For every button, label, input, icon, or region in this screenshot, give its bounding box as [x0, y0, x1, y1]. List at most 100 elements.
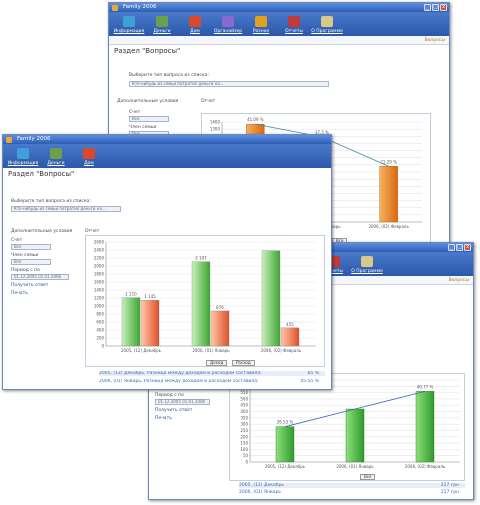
bar: [275, 426, 295, 463]
y-tick-label: 1200: [94, 296, 105, 301]
x-tick-label: 2006, (02) Февраль: [261, 348, 302, 353]
info-icon: [17, 148, 29, 159]
y-tick-label: 100: [240, 447, 248, 452]
extra-params-label: Дополнительные условия: [11, 229, 73, 234]
y-tick-label: 0: [245, 460, 248, 465]
period-select[interactable]: 01.12.2005 01.01.2006: [155, 399, 210, 405]
toolbar-home[interactable]: Дом: [73, 144, 105, 168]
toolbar-home[interactable]: Дом: [179, 12, 211, 36]
y-tick-label: 200: [96, 336, 104, 341]
data-label: 455: [286, 322, 294, 327]
toolbar-info[interactable]: Информация: [113, 12, 145, 36]
app-title: Family 2006: [123, 4, 157, 10]
y-tick-label: 600: [96, 320, 104, 325]
y-tick-label: 2200: [94, 256, 105, 261]
minimize-button[interactable]: _: [448, 244, 455, 251]
window-controls: _ □ x: [424, 4, 447, 11]
report-label: Отчет: [85, 229, 100, 234]
print-link[interactable]: Печать: [155, 416, 172, 421]
x-tick-label: 2006, (01) Январь: [192, 348, 230, 353]
maximize-button[interactable]: □: [456, 244, 463, 251]
period-select[interactable]: 01.12.2005 01.01.2006: [11, 274, 69, 280]
y-tick-label: 300: [240, 422, 248, 427]
chart-svg: 0 200 400 600 800 1000 1200 1400 1600 1800 2000 220…: [94, 240, 316, 353]
x-tick-label: 2005, (12) Декабрь: [121, 348, 162, 353]
organizer-icon: [222, 16, 234, 27]
reports-icon: [288, 16, 300, 27]
toolbar-info[interactable]: Информация: [7, 144, 39, 168]
print-link[interactable]: Печать: [11, 291, 28, 296]
minimize-button[interactable]: _: [424, 4, 431, 11]
get-answer-link[interactable]: Получить ответ: [155, 408, 193, 413]
data-label: 876: [216, 305, 224, 310]
legend-all[interactable]: Все: [360, 474, 376, 480]
currency-select[interactable]: Все: [11, 244, 51, 250]
report-chart: 0 200 400 600 800 1000 1200 1400 1600 1800 2000 220…: [85, 235, 325, 367]
y-tick-label: 1000: [94, 304, 105, 309]
maximize-button[interactable]: □: [432, 4, 439, 11]
home-icon: [189, 16, 201, 27]
data-label: 49.77 %: [417, 384, 434, 389]
toolbar: Информация Деньги Дом Органайзер Разное …: [109, 12, 449, 36]
y-tick-label: 450: [240, 403, 248, 408]
trend-line: [284, 390, 426, 428]
breadcrumb[interactable]: Вопросы: [109, 36, 449, 45]
toolbar: Информация Деньги Дом: [3, 144, 331, 168]
bar: [379, 166, 398, 223]
y-tick-label: 150: [240, 441, 248, 446]
bar: [345, 408, 365, 463]
get-answer-link[interactable]: Получить ответ: [11, 283, 49, 288]
app-icon: [6, 136, 12, 143]
y-tick-label: 400: [96, 328, 104, 333]
data-label: 1 210: [125, 292, 137, 297]
currency-select[interactable]: Все: [129, 116, 169, 122]
about-icon: [321, 16, 333, 27]
question-prompt: Выберите тип вопроса из списка:: [11, 199, 91, 204]
table-row: 2005, (12) Декабрь 217 грн: [239, 483, 465, 488]
y-tick-label: 2400: [94, 248, 105, 253]
y-tick-label: 0: [101, 344, 104, 349]
toolbar-about[interactable]: О Программе: [311, 12, 343, 36]
money-icon: [50, 148, 62, 159]
y-tick-label: 200: [240, 434, 248, 439]
y-tick-label: 50: [243, 453, 249, 458]
section-title: Раздел "Вопросы": [8, 170, 75, 178]
close-button[interactable]: x: [464, 244, 471, 251]
y-tick-label: 1800: [94, 272, 105, 277]
bar: [261, 250, 281, 347]
app-icon: [112, 4, 118, 11]
question-select[interactable]: Кто-нибудь из семьи потратил деньги на..…: [11, 206, 121, 212]
x-tick-label: 2006, (02) Февраль: [405, 464, 446, 469]
toolbar-reports[interactable]: Отчеты: [318, 252, 350, 276]
y-tick-label: 500: [240, 396, 248, 401]
member-select[interactable]: Все: [11, 259, 51, 265]
report-chart: 0501001502002503003504004505005506006502…: [229, 373, 465, 481]
toolbar-money[interactable]: Деньги: [146, 12, 178, 36]
legend-income[interactable]: Доход: [206, 360, 228, 366]
reports-icon: [328, 256, 340, 267]
y-tick-label: 250: [240, 428, 248, 433]
bar: [280, 327, 300, 347]
toolbar-money[interactable]: Деньги: [40, 144, 72, 168]
toolbar-organizer[interactable]: Органайзер: [212, 12, 244, 36]
y-tick-label: 2600: [94, 240, 105, 245]
question-select[interactable]: Кто-нибудь из семьи потратил деньги на..…: [129, 81, 329, 87]
title-bar: Family 2006: [3, 135, 331, 144]
toolbar-misc[interactable]: Разное: [245, 12, 277, 36]
toolbar-reports[interactable]: Отчеты: [278, 12, 310, 36]
toolbar-about[interactable]: О Программе: [351, 252, 383, 276]
y-tick-label: 350: [240, 415, 248, 420]
question-prompt: Выберите тип вопроса из списка:: [129, 73, 209, 78]
y-tick-label: 400: [240, 409, 248, 414]
x-tick-label: 2006, (02) Февраль: [368, 224, 409, 229]
bar: [210, 310, 230, 347]
y-tick-label: 550: [240, 390, 248, 395]
close-button[interactable]: x: [440, 4, 447, 11]
y-tick-label: 1300: [210, 127, 221, 132]
legend-expense[interactable]: Расход: [232, 360, 255, 366]
section-title: Раздел "Вопросы": [114, 47, 181, 55]
table-row: 2006, (01) Январь 217 грн: [239, 490, 459, 495]
data-label: 2 107: [195, 256, 207, 261]
misc-icon: [255, 16, 267, 27]
bar: [121, 297, 141, 347]
